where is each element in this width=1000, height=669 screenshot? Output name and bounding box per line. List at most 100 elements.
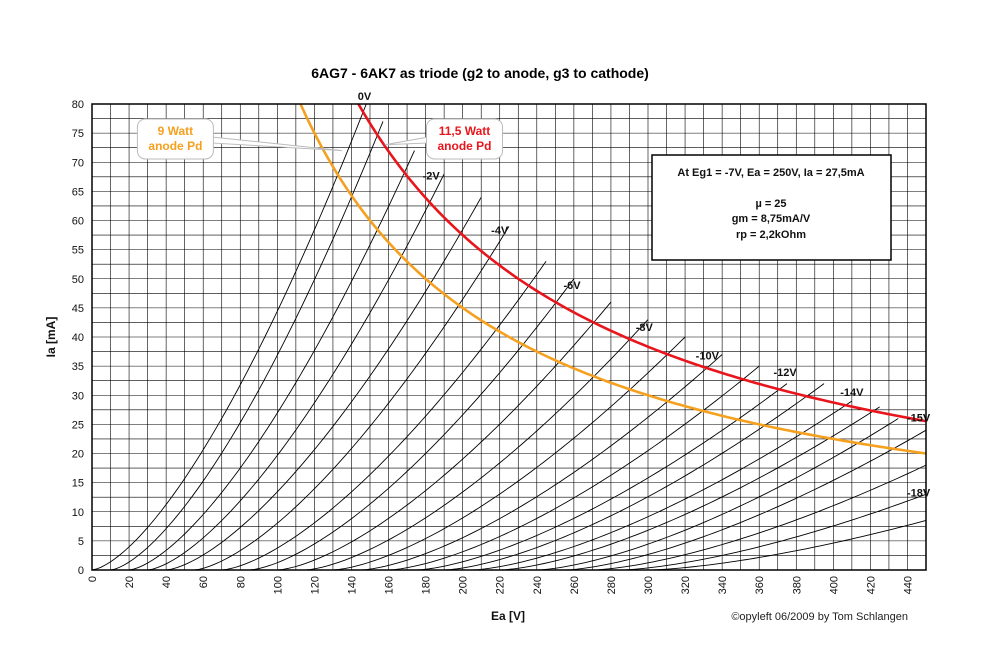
callout-text: anode Pd	[438, 139, 492, 153]
y-tick-label: 65	[72, 186, 84, 198]
curve-label: -4V	[491, 225, 509, 237]
grid-curve-19V	[592, 464, 927, 571]
x-tick-label: 360	[754, 576, 766, 594]
callout-box	[426, 118, 504, 160]
grid-curve-20V	[620, 493, 927, 571]
x-tick-label: 380	[791, 576, 803, 594]
grid-curve-3V	[147, 173, 445, 571]
x-tick-label: 0	[87, 576, 99, 582]
grid-curve-0V	[91, 103, 367, 571]
grid-voltage-curves	[91, 103, 927, 571]
x-tick-label: 200	[458, 576, 470, 594]
grid-curve-9V	[305, 319, 649, 571]
grid-curve-13V	[416, 383, 788, 571]
y-tick-label: 80	[72, 99, 84, 111]
y-tick-label: 70	[72, 157, 84, 169]
x-tick-label: 440	[902, 576, 914, 594]
x-tick-label: 160	[384, 576, 396, 594]
y-tick-label: 30	[72, 390, 84, 402]
y-tick-label: 60	[72, 216, 84, 228]
y-tick-label: 50	[72, 274, 84, 286]
x-tick-label: 420	[865, 576, 877, 594]
callout-pointer	[384, 136, 430, 146]
x-tick-label: 20	[124, 576, 136, 588]
curve-label: -8V	[636, 322, 654, 334]
x-tick-label: 140	[346, 576, 358, 594]
x-tick-label: 180	[421, 576, 433, 594]
x-tick-label: 260	[569, 576, 581, 594]
grid-curve-16V	[499, 406, 880, 571]
curve-label: -18V	[907, 488, 931, 500]
grid-curve-12V	[388, 365, 760, 571]
callout-text: anode Pd	[148, 139, 202, 153]
x-tick-label: 400	[828, 576, 840, 594]
x-tick-label: 240	[532, 576, 544, 594]
y-tick-label: 20	[72, 449, 84, 461]
dissipation-curve	[299, 103, 927, 455]
info-mu: µ = 25	[755, 198, 786, 210]
grid-curve-2V	[128, 150, 415, 571]
plot-frame	[91, 103, 927, 571]
curve-label: -15V	[907, 412, 931, 424]
callout-pointer	[210, 136, 343, 152]
grid-curve-4V	[166, 196, 482, 571]
grid-curve-21V	[647, 520, 927, 571]
grid-curve-11V	[360, 354, 723, 571]
grid-curve-18V	[564, 429, 927, 571]
info-box: At Eg1 = -7V, Ea = 250V, Ia = 27,5mA µ =…	[651, 154, 892, 261]
x-tick-label: 80	[235, 576, 247, 588]
grid-curve-10V	[332, 336, 686, 571]
x-tick-label: 220	[495, 576, 507, 594]
grid-curve-17V	[536, 418, 899, 571]
grid-curve-7V	[249, 278, 575, 571]
curve-label: -12V	[774, 367, 798, 379]
curve-label: -2V	[423, 171, 441, 183]
callout-text: 9 Watt	[158, 124, 194, 138]
x-tick-label: 120	[309, 576, 321, 594]
y-tick-label: 15	[72, 478, 84, 490]
dissipation-curves	[299, 103, 927, 455]
x-axis-ticks: 0 20 40 60 80 100 120 140 160 180 200 220 240 260 280 3…	[87, 576, 914, 594]
y-tick-label: 55	[72, 245, 84, 257]
info-box-frame	[651, 154, 892, 261]
curve-label: -6V	[563, 280, 581, 292]
x-axis-label: Ea [V]	[491, 609, 525, 623]
grid-curve-15V	[471, 400, 853, 571]
x-tick-label: 60	[198, 576, 210, 588]
curve-label: -14V	[840, 387, 864, 399]
y-tick-label: 75	[72, 128, 84, 140]
info-rp: rp = 2,2kOhm	[736, 229, 806, 241]
callout-text: 11,5 Watt	[439, 124, 491, 138]
y-tick-label: 25	[72, 419, 84, 431]
y-tick-label: 45	[72, 303, 84, 315]
callout-box	[136, 118, 214, 160]
x-tick-label: 300	[643, 576, 655, 594]
x-tick-label: 100	[272, 576, 284, 594]
x-tick-label: 40	[161, 576, 173, 588]
grid-curve-14V	[444, 383, 825, 571]
credit-text: ©opyleft 06/2009 by Tom Schlangen	[731, 611, 908, 623]
grid-curve-6V	[221, 261, 547, 571]
grid-curve-1V	[110, 121, 384, 571]
y-tick-label: 40	[72, 332, 84, 344]
dissipation-curve	[357, 103, 927, 423]
y-tick-label: 35	[72, 361, 84, 373]
y-axis-ticks: 0 5 10 15 20 25 30 35 40 45 50 55 60 65 70 75 80	[72, 99, 84, 577]
curve-labels: 0V -2V -4V -6V -8V -10V -12V -14V -15V -18V	[358, 91, 931, 500]
x-tick-label: 340	[717, 576, 729, 594]
y-tick-label: 10	[72, 507, 84, 519]
info-operating-point: At Eg1 = -7V, Ea = 250V, Ia = 27,5mA	[677, 167, 864, 179]
y-tick-label: 5	[78, 536, 84, 548]
info-gm: gm = 8,75mA/V	[732, 213, 811, 225]
chart-title: 6AG7 - 6AK7 as triode (g2 to anode, g3 t…	[311, 65, 649, 81]
curve-label: -10V	[696, 351, 720, 363]
grid-curve-5V	[193, 226, 510, 571]
curve-label: 0V	[358, 91, 372, 103]
x-tick-label: 320	[680, 576, 692, 594]
y-tick-label: 0	[78, 565, 84, 577]
grid-curve-8V	[277, 301, 612, 571]
x-tick-label: 280	[606, 576, 618, 594]
y-axis-label: Ia [mA]	[44, 317, 58, 358]
